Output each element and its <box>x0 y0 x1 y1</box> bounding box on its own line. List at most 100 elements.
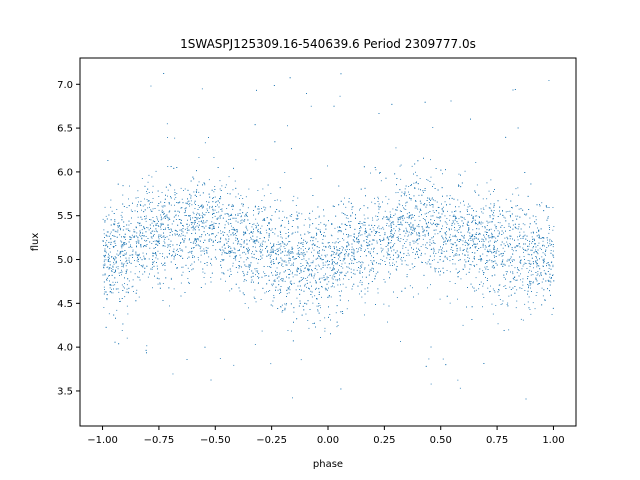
data-point <box>364 187 366 189</box>
data-point <box>418 232 419 234</box>
data-point <box>493 212 494 214</box>
data-point <box>341 271 343 273</box>
data-point <box>426 204 428 206</box>
data-point <box>383 255 385 257</box>
data-point <box>232 265 234 267</box>
data-point <box>268 228 270 230</box>
data-point <box>298 268 299 269</box>
data-point <box>306 241 308 243</box>
data-point <box>161 222 163 224</box>
data-point <box>111 210 113 212</box>
data-point <box>110 199 112 201</box>
data-point <box>363 205 365 207</box>
data-point <box>228 204 230 205</box>
data-point <box>129 236 130 238</box>
data-point <box>433 250 435 252</box>
data-point <box>517 269 519 270</box>
data-point <box>336 321 338 323</box>
data-point <box>497 235 498 237</box>
data-point <box>347 255 349 257</box>
data-point <box>279 273 281 275</box>
data-point <box>392 246 394 248</box>
data-point <box>516 245 517 247</box>
data-point <box>481 226 483 228</box>
data-point <box>243 272 245 274</box>
data-point <box>155 243 157 245</box>
data-point <box>250 281 252 283</box>
data-point <box>402 247 404 249</box>
data-point <box>337 284 339 286</box>
data-point <box>114 242 116 244</box>
data-point <box>235 187 237 189</box>
data-point <box>202 184 203 186</box>
data-point <box>418 248 419 250</box>
data-point <box>519 236 520 237</box>
data-point <box>262 240 264 242</box>
data-point <box>457 238 459 240</box>
data-point <box>291 263 293 265</box>
data-point <box>485 237 487 239</box>
data-point <box>500 253 502 255</box>
data-point <box>272 246 274 248</box>
data-point <box>512 207 513 209</box>
data-point <box>121 247 123 249</box>
data-point <box>380 244 382 245</box>
data-point <box>357 241 359 243</box>
data-point <box>353 263 355 264</box>
data-point <box>409 197 410 199</box>
data-point <box>278 263 279 265</box>
data-point <box>144 228 146 230</box>
data-point <box>379 235 381 236</box>
data-point <box>413 242 415 244</box>
data-point <box>402 239 404 240</box>
data-point <box>109 284 111 286</box>
data-point <box>114 258 116 260</box>
data-point <box>458 206 460 208</box>
data-point <box>473 219 475 221</box>
data-point <box>449 281 451 282</box>
data-point <box>496 249 498 251</box>
data-point <box>171 231 173 232</box>
data-point <box>134 273 136 275</box>
data-point <box>536 274 538 276</box>
data-point <box>379 228 381 230</box>
data-point <box>406 229 407 231</box>
data-point <box>490 228 492 230</box>
data-point <box>276 244 278 245</box>
data-point <box>532 215 534 217</box>
data-point <box>329 267 331 269</box>
data-point <box>279 293 280 294</box>
data-point <box>339 95 341 97</box>
data-point <box>538 234 540 236</box>
data-point <box>189 238 190 240</box>
data-point <box>227 193 229 194</box>
data-point <box>372 227 374 229</box>
data-point <box>389 256 391 258</box>
data-point <box>195 232 196 234</box>
data-point <box>128 257 130 259</box>
data-point <box>173 167 175 169</box>
data-point <box>520 238 522 239</box>
data-point <box>431 223 433 225</box>
data-point <box>414 219 416 221</box>
data-point <box>187 219 188 221</box>
data-point <box>103 267 105 269</box>
data-point <box>167 224 169 226</box>
data-point <box>124 287 125 289</box>
data-point <box>262 244 264 246</box>
data-point <box>215 236 216 238</box>
data-point <box>506 304 508 305</box>
data-point <box>107 231 109 233</box>
data-point <box>102 264 104 266</box>
data-point <box>182 234 184 236</box>
data-point <box>180 255 182 257</box>
data-point <box>201 204 203 206</box>
data-point <box>550 281 552 283</box>
data-point <box>320 231 321 233</box>
data-point <box>383 239 385 241</box>
data-point <box>421 252 422 254</box>
data-point <box>339 227 340 228</box>
data-point <box>126 207 128 208</box>
data-point <box>486 225 488 226</box>
data-point <box>518 194 520 196</box>
